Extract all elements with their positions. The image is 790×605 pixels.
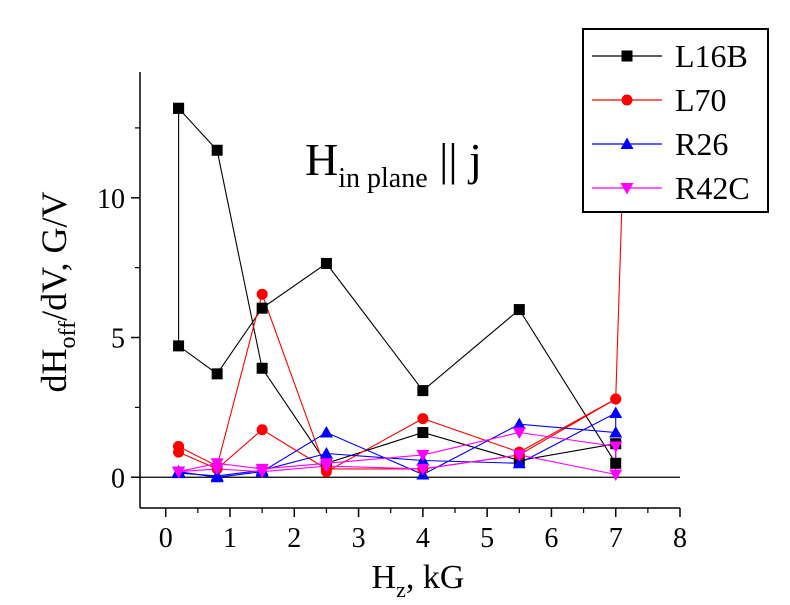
x-tick-label: 0 [159,523,173,554]
y-axis-title-rest: /dV, G/V [34,192,74,321]
annotation-rest: || j [428,134,482,185]
markers-r42c [172,427,623,481]
x-tick-label: 1 [223,523,237,554]
data-point-l70 [256,288,268,300]
x-tick-label: 8 [673,523,687,554]
y-axis-title-main: dH [34,348,74,392]
x-axis-title-sub: z [396,577,406,602]
legend-label: R42C [675,170,750,206]
data-point-r26 [512,456,526,469]
data-point-l16b [417,427,429,439]
data-point-l16b [513,304,525,316]
data-point-l16b [320,257,332,269]
legend-marker [620,183,634,195]
legend-label: L16B [675,38,748,74]
data-point-r26 [319,447,333,459]
legend: L16B L70 R26 R42C [582,28,769,213]
data-point-l16b [173,102,185,114]
data-point-r42c [210,463,224,476]
data-point-l70 [256,424,268,436]
data-point-l16b [173,340,185,352]
y-tick-label: 0 [111,463,125,494]
y-tick-label: 5 [111,324,125,355]
legend-marker [620,137,634,149]
y-axis-title: dHoff/dV, G/V [34,192,81,393]
x-tick-label: 6 [544,523,558,554]
legend-label: R26 [675,126,728,162]
data-point-r42c [512,427,526,440]
data-point-l16b [417,385,429,397]
data-point-l70 [610,393,622,405]
series-r42c [178,431,617,476]
field-annotation: Hin plane || j [305,134,482,194]
offscale-line-l70 [615,197,623,400]
data-point-l16b [211,144,223,156]
x-axis-title-rest: , kG [406,559,465,596]
data-point-r26 [609,406,623,418]
legend-item-r42c: R42C [592,170,750,206]
legend-item-r26: R26 [592,126,728,162]
data-point-l16b [610,457,622,469]
x-tick-label: 4 [416,523,430,554]
series-line-l16b [178,107,617,466]
data-point-r42c [172,466,186,479]
data-point-r42c [609,469,623,481]
data-point-r42c [512,449,526,462]
legend-label: L70 [675,82,727,118]
legend-items: L16B L70 R26 R42C [592,38,750,206]
x-axis-title-main: H [372,559,397,596]
data-point-l16b [256,362,268,374]
series-line-r42c [178,431,617,476]
data-point-l16b [211,368,223,380]
data-point-r26 [609,426,623,438]
data-point-r26 [319,426,333,438]
data-point-r42c [416,449,430,462]
y-axis-title-sub: off [55,321,81,349]
data-point-l70 [417,413,429,425]
x-tick-label: 5 [480,523,494,554]
data-point-r42c [255,466,269,479]
series-l70 [178,292,616,473]
data-point-l70 [173,441,185,453]
annotation-sub: in plane [338,163,427,194]
legend-box [582,28,769,213]
data-point-r26 [512,417,526,430]
x-tick-label: 3 [352,523,366,554]
legend-item-l70: L70 [592,82,727,118]
series-layer [172,102,623,483]
legend-marker [621,50,633,62]
series-l16b [178,107,617,466]
data-point-r42c [416,463,430,476]
annotation-main: H [305,134,338,185]
x-axis-title: Hz, kG [372,559,465,602]
series-line-l70 [178,292,616,473]
x-tick-label: 7 [609,523,623,554]
data-point-r42c [609,441,623,454]
legend-marker [621,94,633,106]
data-point-r42c [319,461,333,473]
data-point-l16b [256,302,268,314]
legend-item-l16b: L16B [592,38,748,74]
markers-l16b [173,102,622,469]
tick-labels: 0 1 2 3 4 5 6 7 8 0 5 10 [97,184,687,554]
x-tick-label: 2 [287,523,301,554]
y-tick-label: 10 [97,184,125,215]
axes-layer [131,72,681,517]
